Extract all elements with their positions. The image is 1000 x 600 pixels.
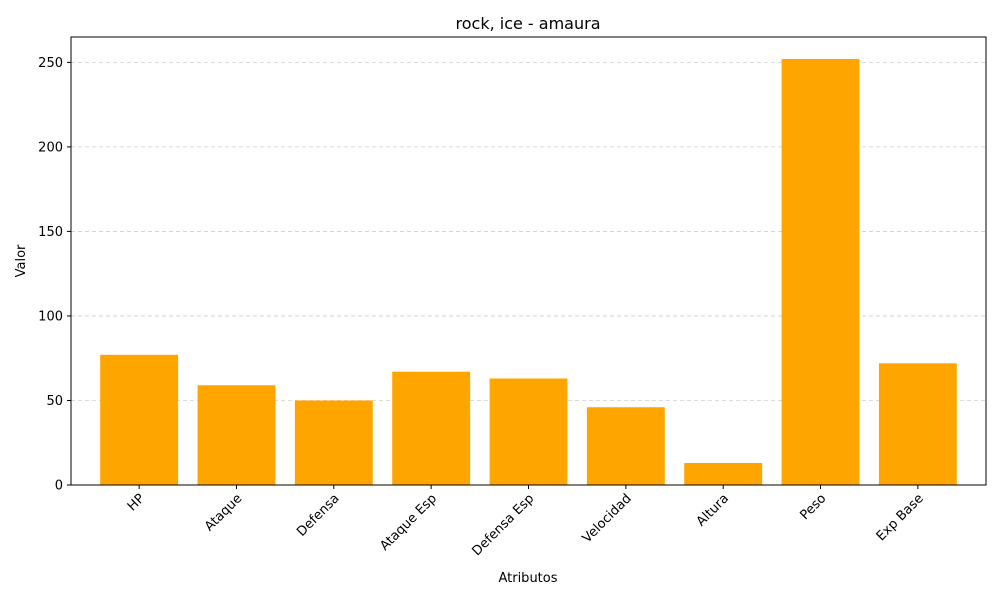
chart-title: rock, ice - amaura — [456, 14, 601, 33]
x-axis-label: Atributos — [498, 571, 557, 586]
x-tick-label: Defensa Esp — [469, 491, 537, 559]
bar-ataque — [197, 385, 276, 485]
y-tick-label: 150 — [38, 225, 63, 240]
x-tick-label: Exp Base — [874, 491, 927, 544]
bar-velocidad — [586, 407, 665, 485]
bars — [100, 58, 957, 486]
bar-peso — [781, 58, 860, 486]
y-tick-label: 200 — [38, 140, 63, 155]
bar-exp-base — [878, 363, 957, 485]
x-tick-label: Altura — [694, 491, 732, 529]
x-axis-ticks: HP Ataque Defensa Ataque Esp Defensa Esp Velo… — [125, 485, 927, 559]
x-tick-label: Defensa — [294, 491, 342, 539]
bar-defensa — [294, 400, 373, 485]
x-tick-label: Velocidad — [580, 491, 635, 546]
bar-hp — [100, 354, 179, 485]
bar-ataque-esp — [392, 371, 471, 485]
bar-defensa-esp — [489, 378, 568, 485]
y-tick-label: 50 — [46, 394, 63, 409]
x-tick-label: Peso — [797, 491, 829, 523]
y-tick-label: 100 — [38, 309, 63, 324]
x-tick-label: Ataque Esp — [377, 491, 440, 554]
x-tick-label: HP — [125, 491, 148, 514]
y-axis-label: Valor — [14, 244, 29, 277]
y-tick-label: 0 — [55, 479, 63, 494]
y-axis-ticks: 0 50 100 150 200 250 — [38, 56, 71, 494]
bar-altura — [684, 463, 763, 485]
x-tick-label: Ataque — [202, 491, 245, 534]
y-tick-label: 250 — [38, 56, 63, 71]
